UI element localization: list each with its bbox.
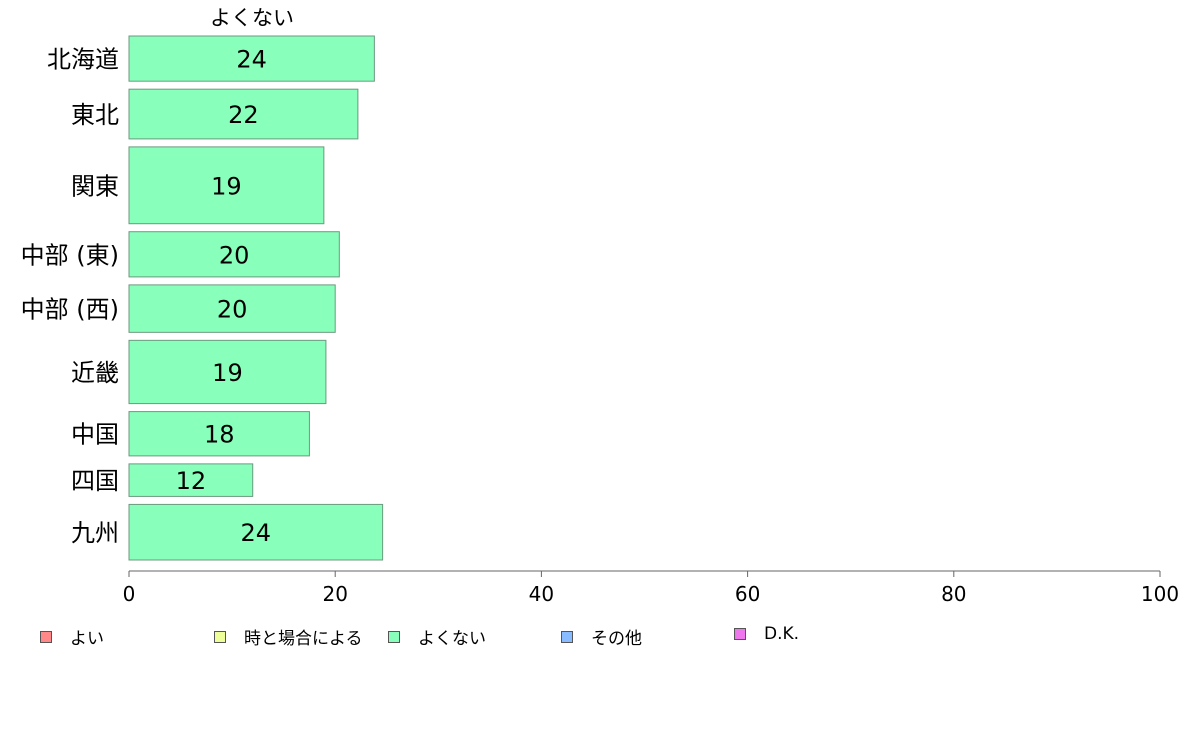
legend-swatch (561, 630, 573, 643)
legend-item-not-good: よくない (388, 624, 486, 649)
bar-value-label: 24 (241, 519, 272, 547)
x-tick-label: 40 (529, 582, 554, 606)
bar-value-label: 12 (176, 467, 207, 495)
legend-swatch (40, 630, 52, 643)
category-label: 中国 (71, 421, 119, 449)
legend: よい 時と場合による よくない その他 D.K. (40, 624, 1140, 649)
legend-label: 時と場合による (244, 629, 363, 649)
category-label: 東北 (71, 101, 119, 129)
category-label: 中部 (西) (21, 296, 119, 324)
legend-item-dk: D.K. (734, 624, 799, 644)
legend-item-good: よい (40, 624, 104, 649)
bar (128, 146, 325, 225)
bar-group: 24 北海道 22 東北 19 関東 20 中部 (東) 20 中部 (西) 19 近畿 18 中国 12 四… (21, 35, 384, 561)
bar-value-label: 18 (204, 421, 235, 449)
category-label: 四国 (71, 467, 119, 495)
bar-value-label: 20 (219, 241, 250, 269)
legend-swatch (214, 630, 226, 643)
legend-item-depends: 時と場合による (214, 624, 363, 649)
bar (128, 411, 310, 457)
bar-value-label: 19 (211, 172, 242, 200)
bar (128, 339, 327, 405)
bar (128, 88, 359, 140)
legend-swatch (388, 630, 400, 643)
bar-value-label: 22 (228, 101, 259, 129)
bar-value-label: 20 (217, 296, 248, 324)
bar-value-label: 19 (212, 359, 243, 387)
bar (128, 284, 336, 333)
category-label: 近畿 (71, 359, 119, 387)
category-label: 関東 (71, 172, 119, 200)
legend-label: D.K. (764, 624, 800, 644)
legend-swatch (734, 628, 746, 640)
legend-label: その他 (591, 629, 642, 649)
category-label: 九州 (71, 519, 119, 547)
x-axis: 0 20 40 60 80 100 (123, 571, 1179, 606)
bar (128, 503, 384, 561)
bar-value-label: 24 (236, 46, 267, 74)
x-tick-label: 60 (735, 582, 760, 606)
x-tick-label: 0 (123, 582, 136, 606)
bar (128, 35, 375, 82)
legend-label: よい (70, 629, 104, 649)
category-label: 北海道 (47, 46, 119, 74)
bar (128, 463, 254, 497)
legend-label: よくない (418, 629, 486, 649)
category-label: 中部 (東) (21, 241, 119, 269)
legend-item-other: その他 (561, 624, 642, 649)
chart-title: よくない (210, 6, 294, 30)
x-tick-label: 20 (322, 582, 347, 606)
x-tick-label: 80 (941, 582, 966, 606)
bar (128, 231, 340, 278)
x-tick-label: 100 (1141, 582, 1179, 606)
